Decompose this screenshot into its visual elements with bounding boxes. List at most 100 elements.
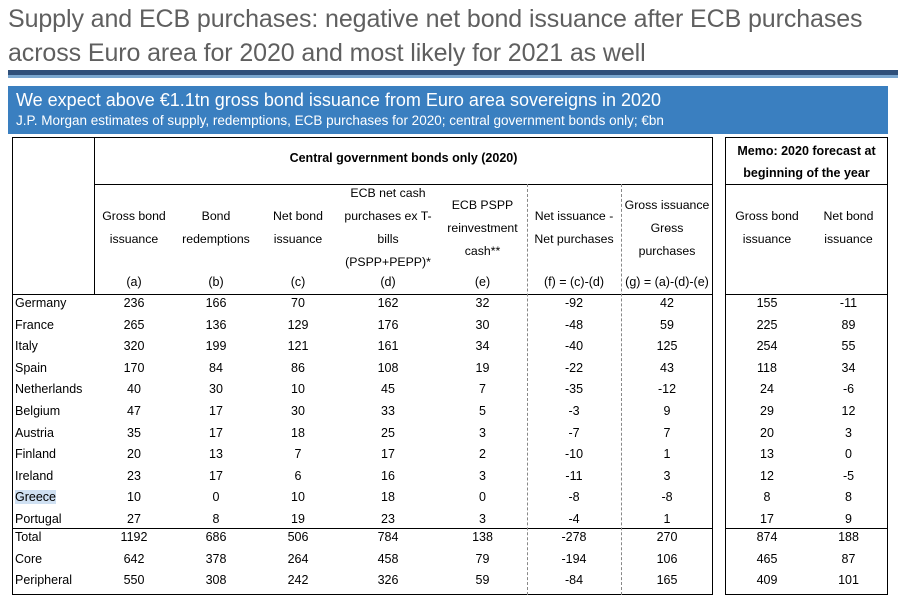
table-cell: 550 [123,573,145,588]
table-cell: 3 [479,512,486,526]
table-cell: -7 [568,425,580,440]
table-cell: 8 [212,512,220,526]
memo-col-net-header-line2: issuance [824,232,873,246]
table-cell: -4 [568,512,580,526]
table-cell: 23 [127,468,141,483]
table-cell: -12 [657,382,677,397]
col-g-header-line3: purchases [638,244,696,258]
row-label: Finland [15,447,56,462]
table-cell: 125 [656,339,678,354]
table-cell: 19 [291,512,305,526]
group-header-rule [94,184,713,185]
table-cell: 129 [287,317,309,332]
table-cell: 874 [756,530,778,544]
table-cell: 8 [763,490,771,505]
table-cell: -278 [561,530,587,544]
col-d-formula: (d) [380,275,396,289]
memo-group-header-rule [725,184,888,185]
table-cell: 2 [479,447,486,462]
row-label: Peripheral [15,573,72,588]
memo-header-line2: beginning of the year [743,166,870,180]
row-label: Total [15,530,42,544]
table-cell: 378 [205,551,227,566]
table-cell: 7 [663,425,671,440]
table-cell: -35 [564,382,584,397]
table-cell: 176 [377,317,399,332]
row-label: Spain [15,360,47,375]
table-cell: 17 [209,404,223,418]
table-cell: 30 [475,317,490,332]
table-cell: 84 [209,360,223,375]
col-g-header-line2: Gross [650,221,684,235]
table-cell: 165 [656,573,678,588]
title-rule-accent [8,75,898,78]
table-cell: -194 [561,551,587,566]
table-cell: 308 [205,573,227,588]
table-cell: 86 [291,360,305,375]
table-cell: -48 [564,317,584,332]
table-cell: -92 [564,296,584,310]
table-cell: 1 [663,512,671,526]
table-cell: 106 [656,551,678,566]
table-cell: 166 [205,296,227,310]
banner-headline: We expect above €1.1tn gross bond issuan… [16,90,662,110]
table-cell: 17 [381,447,395,462]
table-cell: 23 [381,512,395,526]
col-b-header-line2: redemptions [182,232,250,246]
table-cell: 9 [845,512,852,526]
table-cell: 642 [123,551,145,566]
table-cell: 162 [377,296,399,310]
table-cell: 43 [660,360,674,375]
table-cell: 17 [209,425,223,440]
table-cell: 29 [760,404,774,418]
table-cell: 101 [838,573,859,588]
col-a-header-line2: issuance [109,232,159,246]
memo-header-line1: Memo: 2020 forecast at [737,144,876,158]
table-cell: 326 [377,573,399,588]
row-label: France [15,317,54,332]
table-cell: 7 [479,382,486,397]
col-c-header-line1: Net bond [273,209,323,223]
row-label: Netherlands [15,382,83,397]
memo-totals-rule [725,528,888,529]
table-cell: 242 [287,573,309,588]
col-b-header-line1: Bond [201,209,231,223]
col-g-formula: (g) = (a)-(d)-(e) [625,275,709,289]
row-label: Core [15,551,43,566]
col-d-header-line1: ECB net cash [350,186,426,200]
table-cell: 265 [123,317,145,332]
col-b-formula: (b) [208,275,224,289]
table-cell: -10 [564,447,584,462]
table-cell: 45 [381,382,395,397]
table-cell: 506 [287,530,309,544]
col-f-header-line1: Net issuance - [534,209,614,223]
table-cell: 27 [127,512,141,526]
row-label: Belgium [15,404,61,418]
row-label: Germany [15,296,67,310]
table-cell: 16 [381,468,395,483]
table-cell: -11 [565,468,583,483]
table-cell: -11 [839,296,858,310]
memo-col-gross-header-line2: issuance [742,232,792,246]
table-cell: 1 [663,447,671,462]
table-cell: 30 [209,382,223,397]
col-a-formula: (a) [126,275,142,289]
table-cell: 33 [381,404,395,418]
table-cell: 10 [291,490,305,505]
table-cell: 17 [760,512,774,526]
table-cell: 0 [212,490,220,505]
col-e-formula: (e) [474,275,491,289]
row-label: Ireland [15,468,54,483]
table-cell: 3 [845,425,852,440]
table-cell: 199 [205,339,227,354]
table-cell: 3 [663,468,671,483]
table-cell: 7 [294,447,302,462]
table-cell: -8 [661,490,673,505]
col-d-header-line4: (PSPP+PEPP)* [345,255,431,269]
table-cell: -40 [564,339,584,354]
memo-col-gross-header-line1: Gross bond [735,209,799,223]
table-cell: -6 [842,382,855,397]
table-cell: 17 [209,468,223,483]
col-e-header-line1: ECB PSPP [451,198,514,212]
table-cell: 47 [127,404,141,418]
